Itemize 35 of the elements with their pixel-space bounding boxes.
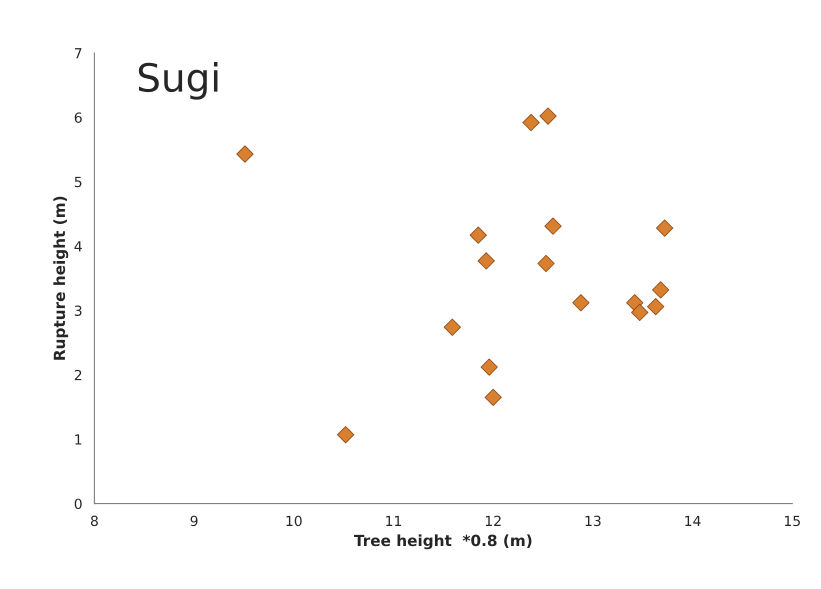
x-tick-label: 9 bbox=[190, 516, 198, 526]
point bbox=[656, 219, 674, 237]
point bbox=[631, 304, 648, 322]
x-tick-label: 13 bbox=[586, 516, 601, 526]
point bbox=[544, 218, 562, 235]
point bbox=[470, 226, 487, 244]
y-tick-label: 6 bbox=[74, 112, 82, 123]
x-axis-title: Tree height *0.8 (m) bbox=[354, 534, 532, 550]
y-tick-label: 2 bbox=[74, 370, 82, 380]
point bbox=[478, 252, 495, 270]
x-tick-label: 12 bbox=[486, 516, 501, 526]
point bbox=[484, 388, 502, 406]
y-tick-label: 1 bbox=[75, 434, 82, 444]
chart-title: Sugi bbox=[138, 62, 218, 100]
y-tick-label: 4 bbox=[74, 241, 82, 252]
y-tick-label: 0 bbox=[74, 498, 82, 510]
point bbox=[539, 107, 557, 125]
y-tick-label: 3 bbox=[74, 305, 82, 316]
point bbox=[652, 281, 670, 299]
y-tick-label: 5 bbox=[74, 176, 82, 188]
y-tick-label: 7 bbox=[74, 48, 82, 58]
x-tick-label: 15 bbox=[784, 516, 800, 526]
point bbox=[444, 318, 461, 336]
point bbox=[236, 145, 254, 163]
point bbox=[647, 298, 664, 316]
point bbox=[522, 114, 540, 132]
y-axis-title: Rupture height (m) bbox=[53, 196, 68, 360]
x-tick-label: 11 bbox=[386, 516, 402, 526]
x-tick-label: 10 bbox=[286, 516, 302, 526]
point bbox=[480, 358, 498, 376]
point bbox=[537, 254, 555, 272]
x-tick-label: 8 bbox=[90, 516, 98, 526]
point bbox=[572, 294, 590, 312]
x-tick-label: 14 bbox=[685, 516, 701, 526]
point bbox=[337, 426, 354, 444]
